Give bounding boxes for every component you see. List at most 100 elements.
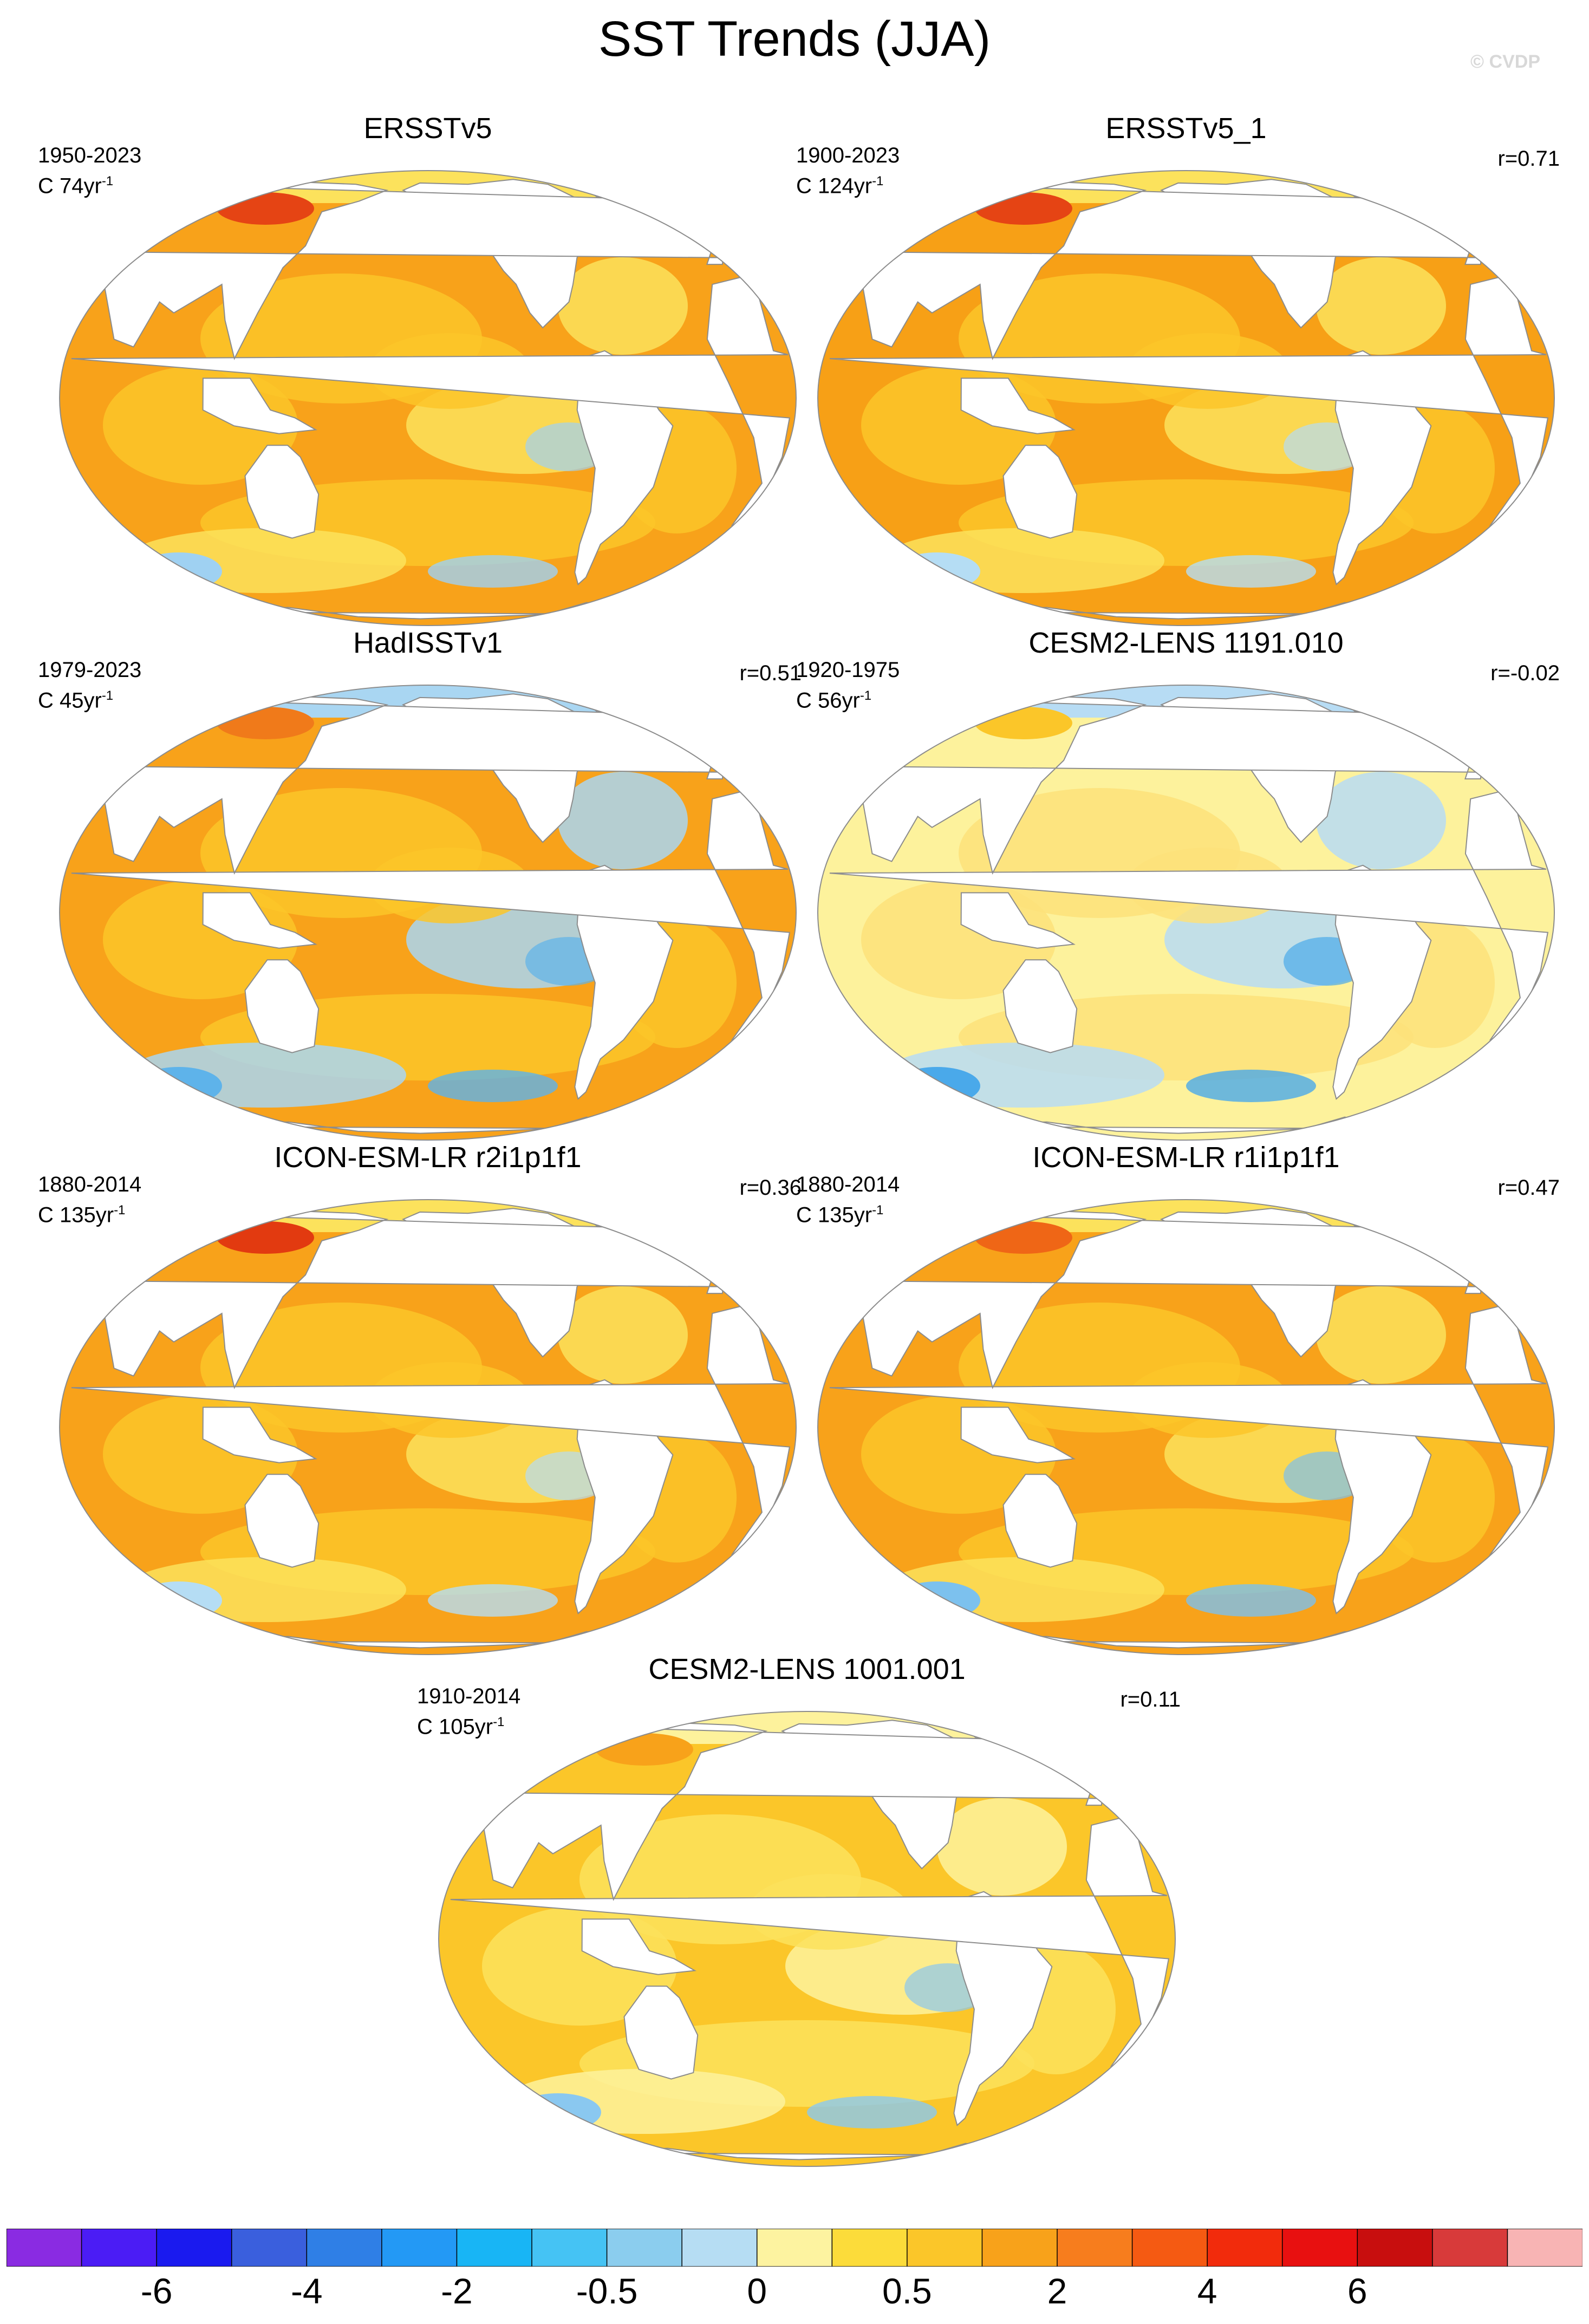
sst-trend-map	[59, 685, 797, 1141]
period-label: 1880-2014	[38, 1173, 142, 1196]
colorbar-swatch	[81, 2229, 158, 2267]
panel-ersstv5-1: ERSSTv5_1 1900-2023 C 124yr-1 r=0.71	[796, 111, 1576, 642]
colorbar-swatch	[606, 2229, 683, 2267]
colorbar-swatch	[1357, 2229, 1434, 2267]
trend-contour-5	[504, 2069, 785, 2134]
trend-contour-5	[125, 1043, 406, 1108]
cooling-patch	[894, 552, 980, 590]
period-label: 1880-2014	[796, 1173, 900, 1196]
colorbar-tick-label: 6	[1347, 2271, 1367, 2311]
cooling-patch	[807, 2096, 937, 2128]
pattern-correlation: r=0.36	[739, 1176, 802, 1200]
pattern-correlation: r=0.51	[739, 661, 802, 685]
colorbar-tick-label: 0	[747, 2271, 767, 2311]
land-maritime-continent	[960, 1407, 1076, 1463]
land-australia	[244, 1474, 320, 1568]
pattern-correlation: r=0.71	[1497, 147, 1560, 171]
period-label: 1900-2023	[796, 144, 900, 167]
colorbar-swatch	[306, 2229, 383, 2267]
pattern-correlation: r=0.11	[1120, 1688, 1181, 1711]
colorbar-swatch	[756, 2229, 833, 2267]
trend-label: C 45yr-1	[38, 688, 114, 713]
trend-label: C 135yr-1	[796, 1203, 884, 1227]
land-australia	[244, 959, 320, 1053]
colorbar-swatch	[231, 2229, 308, 2267]
land-australia	[1002, 1474, 1078, 1568]
cooling-patch	[135, 1581, 222, 1619]
map-border	[59, 685, 797, 1141]
panel-icon-esm-lr-r2i1p1f1: ICON-ESM-LR r2i1p1f1 1880-2014 C 135yr-1…	[38, 1140, 818, 1671]
warming-hotspot	[217, 707, 314, 739]
map-border	[438, 1711, 1176, 2167]
colorbar-swatch	[1507, 2229, 1583, 2267]
trend-label: C 74yr-1	[38, 174, 114, 198]
land-maritime-continent	[202, 377, 317, 434]
colorbar-tick-label: 0.5	[882, 2271, 932, 2311]
map-border	[817, 1199, 1555, 1655]
colorbar-swatch	[1432, 2229, 1508, 2267]
colorbar-tick-label: -6	[140, 2271, 173, 2311]
trend-contour-5	[883, 1043, 1164, 1108]
map-border	[59, 170, 797, 626]
cooling-patch	[515, 2093, 601, 2131]
colorbar-swatch	[156, 2229, 232, 2267]
cooling-patch	[135, 1067, 222, 1105]
land-australia	[623, 1986, 699, 2080]
colorbar-labels: -6 -4 -2 -0.5 0 0.5 2 4 6	[6, 2269, 1583, 2318]
trend-contour-5	[883, 528, 1164, 593]
land-maritime-continent	[960, 377, 1076, 434]
period-label: 1910-2014	[417, 1684, 521, 1708]
colorbar-swatch	[456, 2229, 533, 2267]
trend-label: C 135yr-1	[38, 1203, 126, 1227]
cooling-patch	[1186, 1584, 1316, 1617]
warming-hotspot	[975, 192, 1072, 225]
colorbar-swatch	[531, 2229, 608, 2267]
colorbar-tick-label: 4	[1197, 2271, 1217, 2311]
panel-title: ERSSTv5	[363, 112, 492, 145]
panel-title: ICON-ESM-LR r1i1p1f1	[1032, 1141, 1340, 1174]
land-australia	[244, 445, 320, 539]
panel-title: ERSSTv5_1	[1105, 112, 1267, 145]
cooling-patch	[1186, 555, 1316, 588]
cooling-patch	[894, 1581, 980, 1619]
warming-hotspot	[975, 707, 1072, 739]
trend-contour-4	[558, 1286, 688, 1384]
cooling-patch	[1186, 1070, 1316, 1102]
sst-trend-map	[817, 170, 1555, 626]
cooling-patch	[428, 1070, 558, 1102]
colorbar	[6, 2229, 1583, 2267]
land-australia	[1002, 445, 1078, 539]
panel-ersstv5: ERSSTv5 1950-2023 C 74yr-1	[38, 111, 818, 642]
colorbar-swatch	[1207, 2229, 1283, 2267]
colorbar-tick-label: -4	[290, 2271, 323, 2311]
trend-contour-4	[558, 257, 688, 355]
trend-contour-4	[1316, 257, 1446, 355]
trend-contour-4	[558, 772, 688, 869]
panel-title: HadISSTv1	[353, 627, 503, 659]
map-border	[817, 170, 1555, 626]
period-label: 1979-2023	[38, 658, 142, 682]
cooling-patch	[428, 555, 558, 588]
panel-title: CESM2-LENS 1191.010	[1028, 627, 1344, 659]
panel-meta: 1900-2023 C 124yr-1	[796, 142, 900, 199]
trend-label: C 124yr-1	[796, 174, 884, 198]
panel-meta: 1880-2014 C 135yr-1	[796, 1171, 900, 1228]
panel-hadisstv1: HadISSTv1 1979-2023 C 45yr-1 r=0.51	[38, 626, 818, 1156]
colorbar-swatch	[381, 2229, 458, 2267]
panel-cesm2-lens-1001-001: CESM2-LENS 1001.001 1910-2014 C 105yr-1 …	[417, 1652, 1197, 2183]
period-label: 1950-2023	[38, 144, 142, 167]
map-border	[59, 1199, 797, 1655]
colorbar-swatch	[681, 2229, 758, 2267]
panel-title: ICON-ESM-LR r2i1p1f1	[274, 1141, 582, 1174]
colorbar-tick-label: -2	[441, 2271, 473, 2311]
trend-label: C 56yr-1	[796, 688, 872, 713]
land-maritime-continent	[581, 1918, 696, 1975]
period-label: 1920-1975	[796, 658, 900, 682]
cooling-patch	[428, 1584, 558, 1617]
panel-icon-esm-lr-r1i1p1f1: ICON-ESM-LR r1i1p1f1 1880-2014 C 135yr-1…	[796, 1140, 1576, 1671]
page-title: SST Trends (JJA)	[598, 11, 991, 67]
pattern-correlation: r=-0.02	[1490, 661, 1560, 685]
cooling-patch	[135, 552, 222, 590]
warming-hotspot	[217, 1221, 314, 1254]
trend-label: C 105yr-1	[417, 1715, 505, 1739]
